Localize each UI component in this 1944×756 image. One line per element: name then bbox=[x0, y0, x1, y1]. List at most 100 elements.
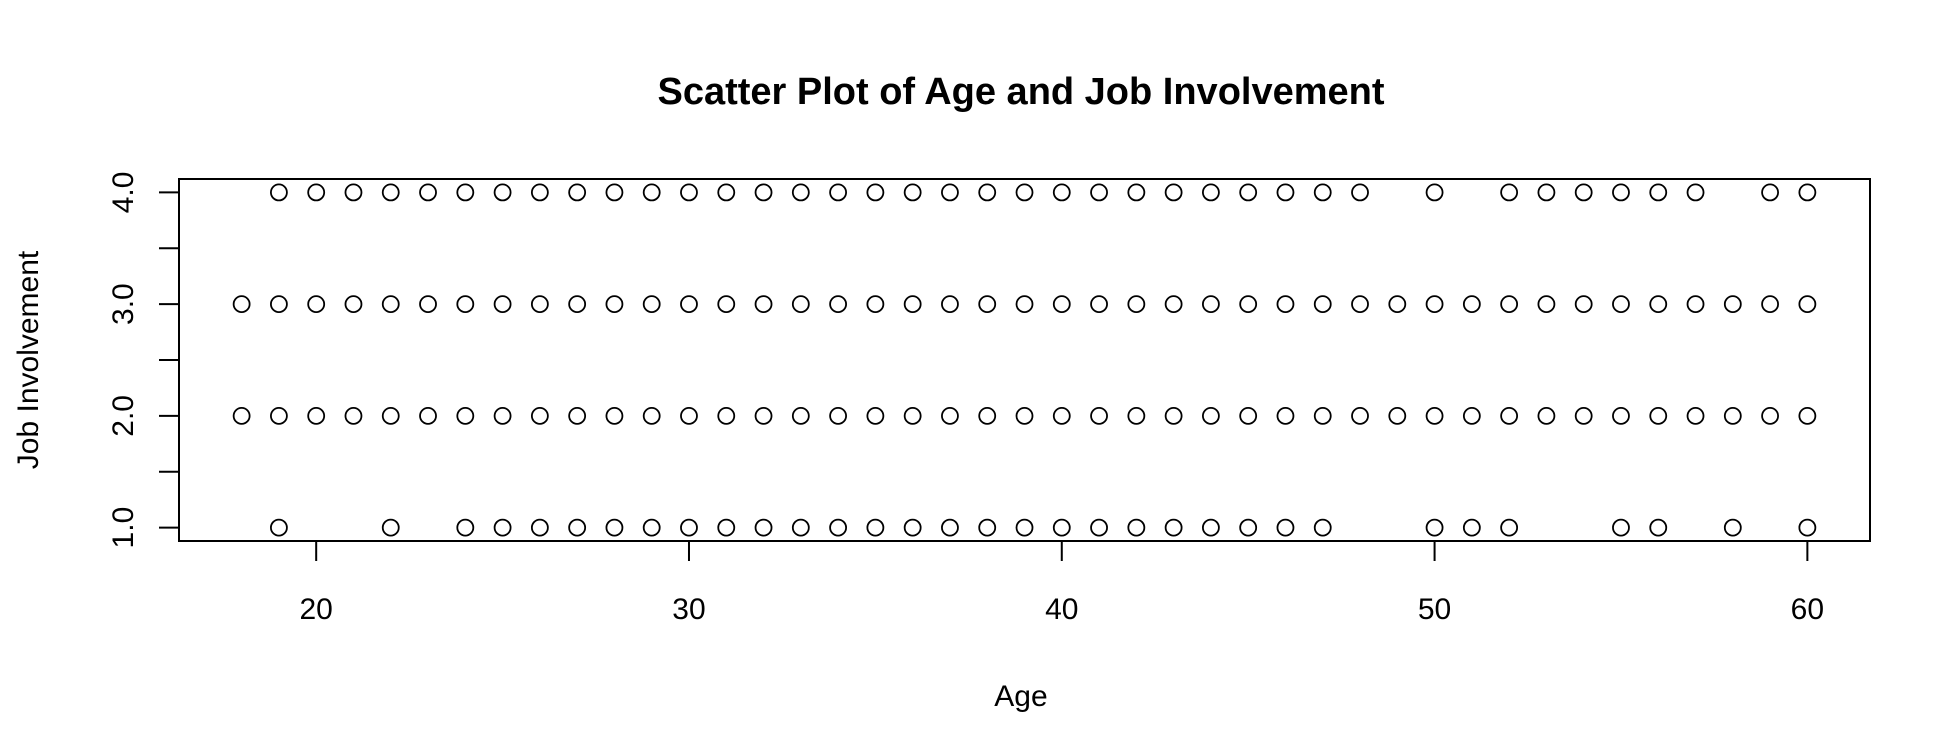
data-point bbox=[1090, 295, 1108, 314]
data-point bbox=[754, 183, 773, 202]
data-point bbox=[493, 295, 512, 314]
data-point bbox=[903, 518, 922, 537]
data-point bbox=[1425, 183, 1444, 202]
data-point bbox=[1798, 406, 1817, 425]
x-tick-label: 60 bbox=[1791, 593, 1824, 626]
data-point bbox=[1723, 406, 1742, 425]
data-point bbox=[1462, 406, 1481, 425]
data-point bbox=[1612, 518, 1630, 537]
data-point bbox=[1015, 295, 1034, 314]
x-tick-label: 20 bbox=[300, 593, 333, 626]
data-point bbox=[1239, 295, 1258, 314]
data-point bbox=[866, 518, 885, 537]
y-axis-label: Job Involvement bbox=[12, 250, 45, 469]
data-point bbox=[642, 406, 661, 425]
data-point bbox=[1686, 183, 1705, 202]
y-tick-label: 2.0 bbox=[107, 395, 140, 437]
data-point bbox=[1500, 183, 1519, 202]
data-point bbox=[1202, 406, 1220, 425]
data-point bbox=[1500, 295, 1519, 314]
data-point bbox=[680, 518, 698, 537]
data-point bbox=[1723, 295, 1742, 314]
data-point bbox=[456, 518, 475, 537]
data-point bbox=[754, 295, 773, 314]
data-point bbox=[642, 295, 661, 314]
data-point bbox=[344, 295, 363, 314]
data-point bbox=[493, 406, 512, 425]
data-point bbox=[530, 406, 549, 425]
data-point bbox=[1090, 183, 1108, 202]
data-point bbox=[1090, 406, 1108, 425]
data-point bbox=[605, 183, 624, 202]
data-point bbox=[1276, 183, 1295, 202]
data-point bbox=[1612, 183, 1630, 202]
data-point bbox=[1612, 295, 1630, 314]
data-point bbox=[1164, 406, 1183, 425]
data-point bbox=[1015, 406, 1034, 425]
data-point bbox=[605, 518, 624, 537]
data-point bbox=[1537, 406, 1556, 425]
data-point bbox=[903, 406, 922, 425]
data-point bbox=[530, 183, 549, 202]
data-point bbox=[568, 183, 587, 202]
data-point bbox=[1052, 183, 1071, 202]
data-point bbox=[1127, 295, 1146, 314]
data-point bbox=[1164, 183, 1183, 202]
x-axis: 20 30 40 50 60 bbox=[300, 540, 1824, 626]
data-point bbox=[903, 183, 922, 202]
data-point bbox=[829, 406, 847, 425]
data-point bbox=[1574, 183, 1593, 202]
data-point bbox=[1612, 406, 1630, 425]
data-point bbox=[1500, 406, 1519, 425]
data-point bbox=[1164, 295, 1183, 314]
data-point bbox=[642, 183, 661, 202]
data-point bbox=[1127, 518, 1146, 537]
data-point bbox=[1761, 183, 1779, 202]
data-point bbox=[829, 518, 847, 537]
data-point bbox=[754, 518, 773, 537]
data-point bbox=[829, 295, 847, 314]
data-point bbox=[1202, 518, 1220, 537]
data-point bbox=[419, 406, 437, 425]
data-point bbox=[978, 406, 997, 425]
data-point bbox=[791, 406, 810, 425]
data-point bbox=[978, 183, 997, 202]
data-point bbox=[1537, 183, 1556, 202]
data-point bbox=[270, 518, 288, 537]
data-point bbox=[680, 295, 698, 314]
data-point bbox=[1537, 295, 1556, 314]
data-point bbox=[717, 295, 736, 314]
data-point bbox=[1761, 406, 1779, 425]
data-point bbox=[232, 406, 251, 425]
data-point bbox=[1649, 183, 1668, 202]
data-point bbox=[1052, 406, 1071, 425]
data-point bbox=[1239, 406, 1258, 425]
data-point bbox=[605, 295, 624, 314]
data-point bbox=[1798, 518, 1817, 537]
data-point bbox=[791, 295, 810, 314]
data-point bbox=[1462, 295, 1481, 314]
data-point bbox=[344, 406, 363, 425]
data-point bbox=[493, 183, 512, 202]
data-point bbox=[568, 295, 587, 314]
data-point bbox=[1462, 518, 1481, 537]
data-point bbox=[1798, 183, 1817, 202]
data-point bbox=[307, 183, 326, 202]
data-point bbox=[1276, 518, 1295, 537]
data-point bbox=[903, 295, 922, 314]
x-tick-label: 40 bbox=[1045, 593, 1078, 626]
data-point bbox=[1425, 518, 1444, 537]
data-point bbox=[344, 183, 363, 202]
data-point bbox=[1164, 518, 1183, 537]
data-point bbox=[419, 295, 437, 314]
data-point bbox=[1425, 406, 1444, 425]
y-tick-label: 4.0 bbox=[107, 172, 140, 214]
data-point bbox=[419, 183, 437, 202]
data-point bbox=[1052, 295, 1071, 314]
data-point bbox=[978, 518, 997, 537]
data-point bbox=[232, 295, 251, 314]
data-point bbox=[1351, 406, 1369, 425]
data-point bbox=[866, 183, 885, 202]
